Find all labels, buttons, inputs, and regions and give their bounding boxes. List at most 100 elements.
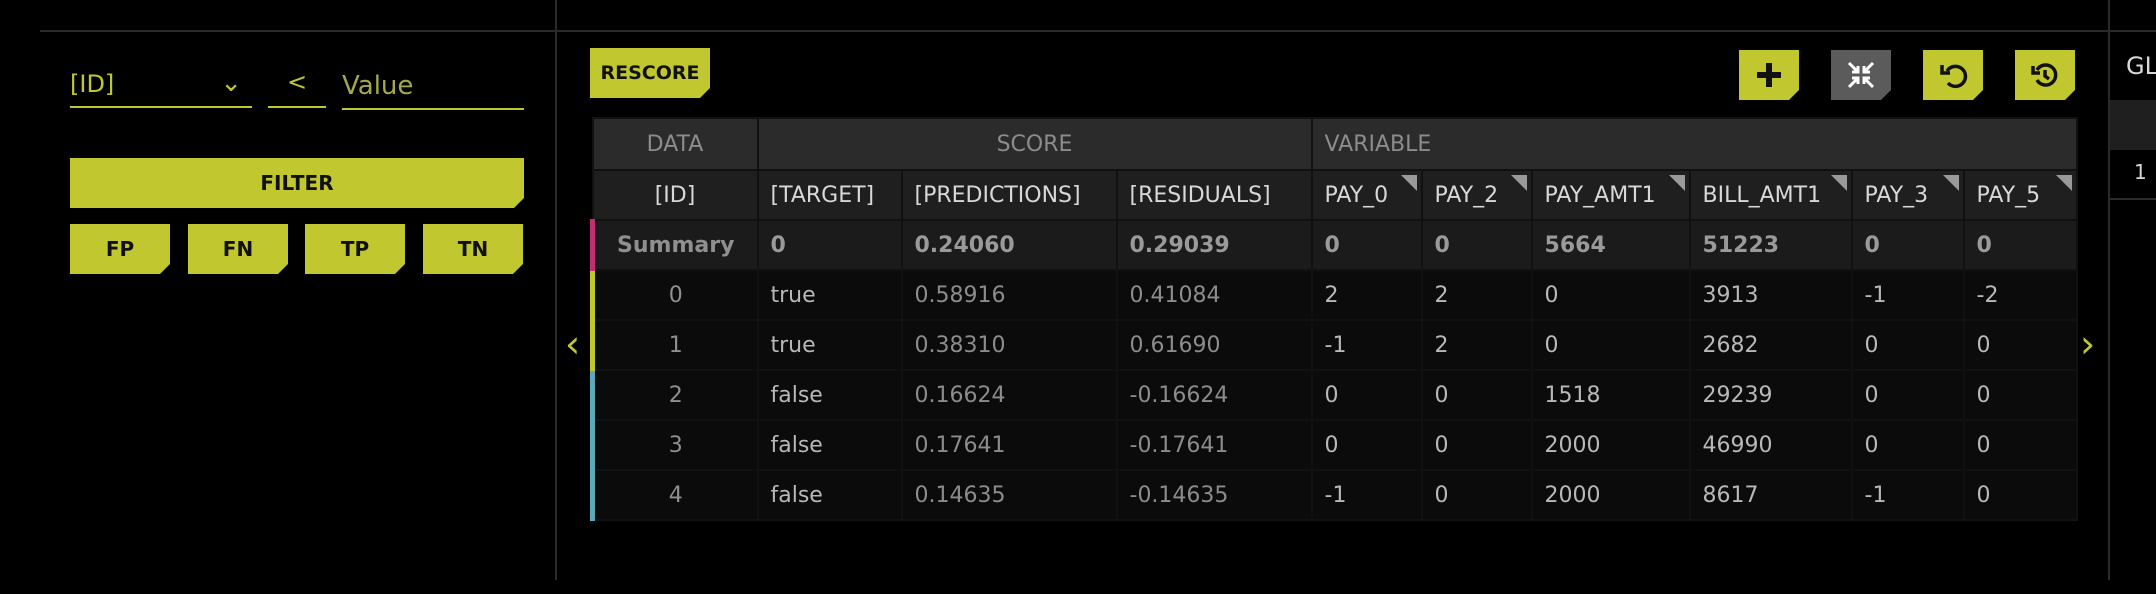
table-cell: -0.14635 bbox=[1115, 469, 1313, 521]
table-cell: 2000 bbox=[1530, 469, 1691, 521]
group-header-data: DATA bbox=[591, 117, 759, 171]
id-cell: 3 bbox=[590, 419, 759, 471]
table-cell: 0.24060 bbox=[900, 219, 1118, 271]
table-cell: 0 bbox=[1850, 369, 1965, 421]
table-cell: 2 bbox=[1310, 269, 1423, 321]
table-cell: 0.38310 bbox=[900, 319, 1118, 371]
table-cell: 29239 bbox=[1688, 369, 1853, 421]
scroll-right-arrow[interactable]: › bbox=[2080, 322, 2096, 366]
undo-button[interactable] bbox=[1923, 50, 1983, 100]
table-cell: -0.16624 bbox=[1115, 369, 1313, 421]
column-header[interactable]: [PREDICTIONS] bbox=[900, 169, 1118, 221]
table-cell: 0.16624 bbox=[900, 369, 1118, 421]
table-cell: 2 bbox=[1420, 269, 1533, 321]
rescore-button[interactable]: RESCORE bbox=[590, 48, 710, 98]
right-panel-divider bbox=[2110, 198, 2156, 200]
fp-button[interactable]: FP bbox=[70, 224, 170, 274]
table-cell: false bbox=[756, 469, 903, 521]
id-cell: 1 bbox=[590, 319, 759, 371]
table-cell: 5664 bbox=[1530, 219, 1691, 271]
table-cell: 0.61690 bbox=[1115, 319, 1313, 371]
summary-row[interactable]: Summary 0 0.24060 0.29039 0 0 5664 51223 0 0 bbox=[590, 219, 2078, 271]
tn-button[interactable]: TN bbox=[423, 224, 523, 274]
table-cell: 0 bbox=[1420, 469, 1533, 521]
table-cell: -1 bbox=[1850, 269, 1965, 321]
column-header[interactable]: BILL_AMT1 bbox=[1688, 169, 1853, 221]
residuals-table: DATA SCORE VARIABLE [ID] [TARGET] [PREDICT… bbox=[590, 117, 2078, 521]
table-cell: false bbox=[756, 419, 903, 471]
id-cell: 0 bbox=[590, 269, 759, 321]
table-cell: 0 bbox=[1310, 369, 1423, 421]
chevron-down-icon: ⌄ bbox=[220, 68, 242, 98]
collapse-button[interactable] bbox=[1831, 50, 1891, 100]
table-row[interactable]: 4 false 0.14635 -0.14635 -1 0 2000 8617 -1 0 bbox=[590, 469, 2078, 521]
column-header[interactable]: [ID] bbox=[591, 169, 759, 221]
table-cell: true bbox=[756, 269, 903, 321]
table-row[interactable]: 2 false 0.16624 -0.16624 0 0 1518 29239 0 0 bbox=[590, 369, 2078, 421]
table-cell: -1 bbox=[1850, 469, 1965, 521]
filter-value-input[interactable] bbox=[342, 64, 524, 110]
table-cell: 0 bbox=[1530, 269, 1691, 321]
table-cell: 0 bbox=[1420, 219, 1533, 271]
history-icon bbox=[2029, 59, 2061, 91]
undo-icon bbox=[1937, 59, 1969, 91]
id-cell: 4 bbox=[590, 469, 759, 521]
table-cell: -1 bbox=[1310, 469, 1423, 521]
table-cell: 0 bbox=[1962, 319, 2078, 371]
table-cell: 0 bbox=[756, 219, 903, 271]
table-cell: -1 bbox=[1310, 319, 1423, 371]
table-cell: false bbox=[756, 369, 903, 421]
table-cell: true bbox=[756, 319, 903, 371]
table-cell: 0 bbox=[1310, 419, 1423, 471]
filter-operator-select[interactable]: < bbox=[268, 64, 326, 108]
filter-column-value: [ID] bbox=[70, 70, 115, 98]
filter-column-select[interactable]: [ID] ⌄ bbox=[70, 64, 252, 108]
column-header[interactable]: PAY_5 bbox=[1962, 169, 2078, 221]
column-header[interactable]: [TARGET] bbox=[756, 169, 903, 221]
table-cell: 0.58916 bbox=[900, 269, 1118, 321]
scroll-left-arrow[interactable]: ‹ bbox=[565, 322, 581, 366]
table-cell: 0.14635 bbox=[900, 469, 1118, 521]
table-row[interactable]: 1 true 0.38310 0.61690 -1 2 0 2682 0 0 bbox=[590, 319, 2078, 371]
table-cell: 0 bbox=[1420, 369, 1533, 421]
table-cell: 2 bbox=[1420, 319, 1533, 371]
column-header[interactable]: [RESIDUALS] bbox=[1115, 169, 1313, 221]
table-cell: 0 bbox=[1850, 319, 1965, 371]
table-cell: 0 bbox=[1962, 469, 2078, 521]
table-cell: 8617 bbox=[1688, 469, 1853, 521]
column-header[interactable]: PAY_AMT1 bbox=[1530, 169, 1691, 221]
filter-button[interactable]: FILTER bbox=[70, 158, 524, 208]
table-cell: 0 bbox=[1530, 319, 1691, 371]
top-divider bbox=[40, 30, 2156, 32]
table-row[interactable]: 0 true 0.58916 0.41084 2 2 0 3913 -1 -2 bbox=[590, 269, 2078, 321]
add-button[interactable] bbox=[1739, 50, 1799, 100]
column-header[interactable]: PAY_2 bbox=[1420, 169, 1533, 221]
table-cell: 0.41084 bbox=[1115, 269, 1313, 321]
table-cell: 0.17641 bbox=[900, 419, 1118, 471]
table-cell: -0.17641 bbox=[1115, 419, 1313, 471]
right-panel-header: GL bbox=[2126, 52, 2156, 80]
table-row[interactable]: 3 false 0.17641 -0.17641 0 0 2000 46990 0 0 bbox=[590, 419, 2078, 471]
column-header[interactable]: PAY_3 bbox=[1850, 169, 1965, 221]
right-panel-row-value: 1 bbox=[2134, 160, 2147, 184]
group-header-score: SCORE bbox=[756, 117, 1313, 171]
table-cell: 0 bbox=[1962, 219, 2078, 271]
table-cell: 0 bbox=[1420, 419, 1533, 471]
table-cell: 0 bbox=[1962, 419, 2078, 471]
group-header-variable: VARIABLE bbox=[1310, 117, 2078, 171]
table-cell: 0 bbox=[1850, 219, 1965, 271]
table-cell: 1518 bbox=[1530, 369, 1691, 421]
panel-divider-left bbox=[555, 0, 557, 580]
table-cell: -2 bbox=[1962, 269, 2078, 321]
history-button[interactable] bbox=[2015, 50, 2075, 100]
table-cell: 3913 bbox=[1688, 269, 1853, 321]
tp-button[interactable]: TP bbox=[305, 224, 405, 274]
column-header[interactable]: PAY_0 bbox=[1310, 169, 1423, 221]
right-panel-band bbox=[2110, 100, 2156, 150]
table-cell: 2000 bbox=[1530, 419, 1691, 471]
plus-icon bbox=[1753, 59, 1785, 91]
table-cell: 0 bbox=[1962, 369, 2078, 421]
fn-button[interactable]: FN bbox=[188, 224, 288, 274]
id-cell: 2 bbox=[590, 369, 759, 421]
id-cell: Summary bbox=[590, 219, 759, 271]
